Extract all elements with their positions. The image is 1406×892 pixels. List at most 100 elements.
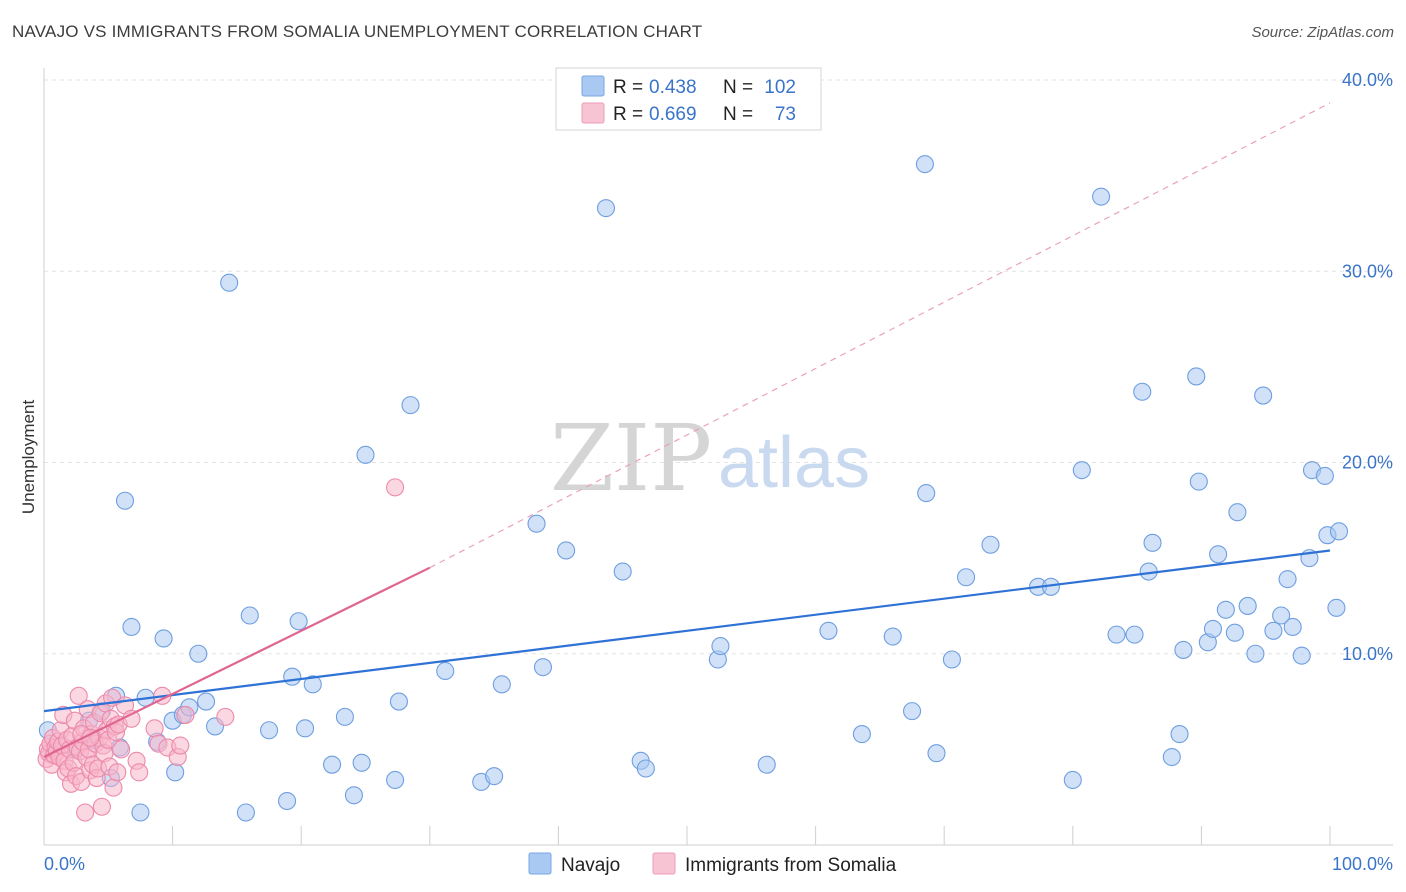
series-somalia xyxy=(37,478,405,822)
watermark-zip: ZIP xyxy=(550,405,712,512)
data-point-navajo xyxy=(1254,386,1273,405)
data-point-navajo xyxy=(1125,625,1144,644)
legend-n-label-navajo: N = xyxy=(723,77,753,98)
legend-n-value-somalia: 73 xyxy=(775,104,796,125)
data-point-navajo xyxy=(344,786,363,805)
data-point-navajo xyxy=(1107,625,1126,644)
data-point-somalia xyxy=(104,778,123,797)
y-tick-label: 40.0% xyxy=(1342,70,1393,90)
chart-title: NAVAJO VS IMMIGRANTS FROM SOMALIA UNEMPL… xyxy=(12,22,703,41)
trend-line-somalia-extrapolated xyxy=(429,102,1331,569)
y-tick-label: 30.0% xyxy=(1342,261,1393,281)
data-point-navajo xyxy=(220,273,239,292)
data-point-somalia xyxy=(92,797,111,816)
data-point-navajo xyxy=(757,755,776,774)
data-point-navajo xyxy=(323,755,342,774)
data-point-somalia xyxy=(145,719,164,738)
legend-r-label-somalia: R = xyxy=(613,104,643,125)
data-point-navajo xyxy=(236,803,255,822)
x-ticks xyxy=(43,826,1331,845)
data-point-navajo xyxy=(289,612,308,631)
data-point-navajo xyxy=(1072,461,1091,480)
axes xyxy=(43,68,1393,846)
data-point-navajo xyxy=(115,491,135,510)
data-point-navajo xyxy=(981,535,1000,554)
legend-n-label-somalia: N = xyxy=(723,104,753,125)
data-point-navajo xyxy=(533,658,553,677)
data-point-navajo xyxy=(166,763,185,782)
data-point-navajo xyxy=(819,621,838,640)
legend-r-value-navajo: 0.438 xyxy=(649,77,697,98)
data-point-navajo xyxy=(1203,619,1223,638)
data-point-navajo xyxy=(1170,725,1189,744)
data-point-navajo xyxy=(1187,367,1206,386)
watermark-atlas: atlas xyxy=(718,423,870,503)
legend-label-navajo: Navajo xyxy=(561,855,620,876)
data-point-navajo xyxy=(283,667,302,686)
legend-swatch-somalia xyxy=(581,102,605,124)
trend-line-somalia xyxy=(43,566,431,759)
data-point-somalia xyxy=(112,740,131,759)
data-point-navajo xyxy=(196,692,216,711)
data-point-navajo xyxy=(122,617,141,637)
data-point-navajo xyxy=(1209,545,1228,564)
legend-swatch-bottom-navajo xyxy=(528,852,552,875)
data-point-navajo xyxy=(401,396,420,415)
data-point-navajo xyxy=(1278,570,1297,589)
data-point-navajo xyxy=(596,199,616,218)
data-point-navajo xyxy=(154,629,173,648)
data-point-navajo xyxy=(1133,382,1152,401)
data-point-navajo xyxy=(492,675,511,694)
data-point-navajo xyxy=(131,803,150,822)
data-point-navajo xyxy=(259,721,279,740)
data-point-navajo xyxy=(1228,503,1247,522)
data-point-navajo xyxy=(485,767,504,786)
series-legend: Navajo Immigrants from Somalia xyxy=(528,852,897,876)
correlation-legend: R = 0.438 N = 102 R = 0.669 N = 73 xyxy=(555,67,822,131)
data-point-navajo xyxy=(389,692,408,711)
data-point-navajo xyxy=(189,644,208,663)
y-tick-label: 20.0% xyxy=(1342,453,1393,473)
trend-line-navajo xyxy=(43,549,1331,713)
legend-label-somalia: Immigrants from Somalia xyxy=(685,855,897,876)
data-point-navajo xyxy=(1143,533,1162,552)
data-point-navajo xyxy=(1246,644,1265,663)
data-point-navajo xyxy=(1315,466,1334,485)
data-point-navajo xyxy=(1092,187,1111,206)
y-axis-title: Unemployment xyxy=(19,400,38,515)
data-point-somalia xyxy=(216,707,235,726)
data-point-navajo xyxy=(356,445,375,464)
data-point-somalia xyxy=(76,803,95,822)
data-point-navajo xyxy=(883,627,902,646)
data-point-somalia xyxy=(122,709,141,728)
data-point-navajo xyxy=(1238,596,1257,615)
legend-swatch-bottom-somalia xyxy=(652,852,676,875)
data-point-somalia xyxy=(130,763,149,782)
data-point-navajo xyxy=(335,707,354,726)
data-point-navajo xyxy=(278,791,297,811)
data-point-navajo xyxy=(1189,472,1208,491)
y-tick-label: 10.0% xyxy=(1342,644,1393,664)
y-tick-labels: 10.0% 20.0% 30.0% 40.0% xyxy=(1342,70,1393,664)
data-point-somalia xyxy=(108,763,127,782)
data-point-navajo xyxy=(957,568,976,587)
legend-swatch-navajo xyxy=(581,75,605,97)
data-point-navajo xyxy=(852,725,871,744)
data-point-somalia xyxy=(69,686,88,705)
data-point-navajo xyxy=(1162,747,1181,767)
data-point-navajo xyxy=(527,514,546,533)
data-point-navajo xyxy=(557,541,576,560)
data-point-navajo xyxy=(240,606,259,625)
data-point-navajo xyxy=(352,753,371,772)
data-point-somalia xyxy=(386,478,405,497)
data-point-navajo xyxy=(1216,600,1235,619)
data-point-navajo xyxy=(1329,522,1349,541)
data-point-navajo xyxy=(613,562,632,581)
data-point-navajo xyxy=(386,770,405,790)
data-point-navajo xyxy=(1327,598,1346,617)
data-point-somalia xyxy=(176,705,195,725)
trend-lines xyxy=(43,102,1331,759)
data-point-navajo xyxy=(942,650,961,669)
data-point-navajo xyxy=(296,719,315,738)
